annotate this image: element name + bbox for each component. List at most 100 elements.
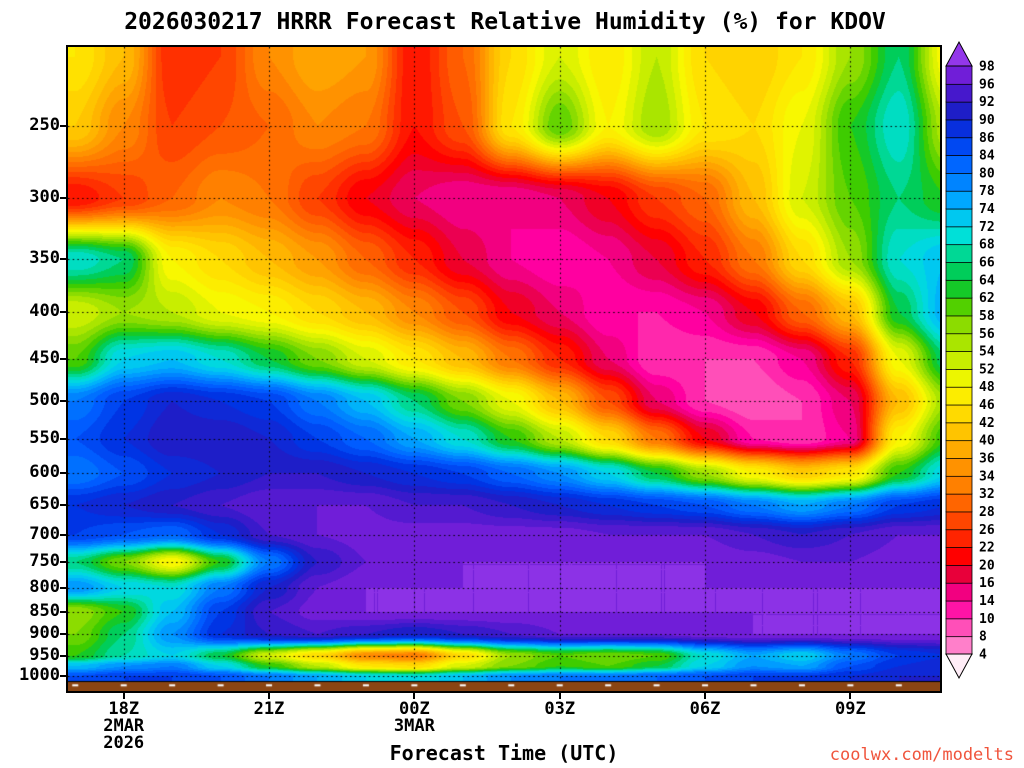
colorbar-segment (945, 368, 973, 388)
colorbar-segment (945, 386, 973, 406)
colorbar-segment (945, 119, 973, 139)
colorbar-segment (945, 600, 973, 620)
y-tick-label: 950 (29, 644, 60, 665)
colorbar-segment (945, 154, 973, 174)
x-axis-tick (704, 693, 707, 699)
y-axis-tick (60, 675, 66, 678)
colorbar-arrow-high (945, 40, 973, 67)
x-tick-label: 09Z (835, 699, 866, 719)
plot-frame (66, 45, 942, 693)
colorbar-label: 26 (979, 523, 995, 538)
x-axis-tick (122, 693, 125, 699)
colorbar-segment (945, 208, 973, 228)
colorbar-label: 66 (979, 256, 995, 271)
y-tick-label: 550 (29, 427, 60, 448)
y-tick-label: 600 (29, 462, 60, 483)
y-tick-label: 900 (29, 623, 60, 644)
colorbar-segment (945, 564, 973, 584)
y-axis-tick (60, 437, 66, 440)
y-axis-tick (60, 533, 66, 536)
colorbar-label: 92 (979, 95, 995, 110)
colorbar-label: 56 (979, 327, 995, 342)
x-tick-label: 00Z (399, 699, 430, 719)
colorbar-label: 4 (979, 648, 987, 663)
colorbar-label: 84 (979, 149, 995, 164)
colorbar-label: 8 (979, 630, 987, 645)
colorbar-segment (945, 332, 973, 352)
y-axis-tick (60, 633, 66, 636)
y-tick-label: 450 (29, 348, 60, 369)
y-axis-tick (60, 399, 66, 402)
colorbar-segment (945, 65, 973, 85)
colorbar-segment (945, 136, 973, 156)
y-tick-label: 500 (29, 389, 60, 410)
colorbar-label: 20 (979, 558, 995, 573)
colorbar-label: 86 (979, 131, 995, 146)
colorbar-segment (945, 172, 973, 192)
colorbar-label: 54 (979, 345, 995, 360)
rh-heatmap-canvas (68, 47, 940, 691)
colorbar-segment (945, 350, 973, 370)
colorbar-segment (945, 101, 973, 121)
y-tick-label: 800 (29, 576, 60, 597)
colorbar-label: 22 (979, 541, 995, 556)
colorbar-label: 68 (979, 238, 995, 253)
colorbar-label: 14 (979, 594, 995, 609)
y-axis-tick (60, 358, 66, 361)
colorbar-label: 40 (979, 434, 995, 449)
y-axis-tick (60, 472, 66, 475)
y-axis-tick (60, 311, 66, 314)
colorbar-label: 62 (979, 291, 995, 306)
y-tick-label: 750 (29, 550, 60, 571)
colorbar-segment (945, 493, 973, 513)
date-label: 2026 (103, 733, 145, 753)
colorbar-label: 34 (979, 469, 995, 484)
colorbar-segment (945, 511, 973, 531)
x-axis-tick (413, 693, 416, 699)
colorbar-segment (945, 617, 973, 638)
colorbar-segment (945, 404, 973, 424)
colorbar-arrow-low (945, 653, 973, 680)
y-axis-tick (60, 586, 66, 589)
colorbar-segment (945, 225, 973, 246)
colorbar-label: 80 (979, 166, 995, 181)
colorbar-label: 52 (979, 362, 995, 377)
date-label: 2MAR (103, 716, 145, 736)
y-axis-tick (60, 560, 66, 563)
colorbar-segment (945, 190, 973, 210)
date-label: 3MAR (393, 716, 435, 736)
x-axis-title: Forecast Time (UTC) (389, 741, 619, 765)
colorbar-segment (945, 261, 973, 281)
colorbar-label: 46 (979, 398, 995, 413)
x-tick-label: 21Z (253, 699, 285, 719)
colorbar-label: 10 (979, 612, 995, 627)
colorbar-segment (945, 279, 973, 299)
colorbar-label: 36 (979, 452, 995, 467)
chart-title: 2026030217 HRRR Forecast Relative Humidi… (124, 9, 886, 35)
colorbar-label: 28 (979, 505, 995, 520)
colorbar-segment (945, 243, 973, 263)
y-tick-label: 300 (29, 187, 60, 208)
colorbar-label: 72 (979, 220, 995, 235)
colorbar-label: 78 (979, 184, 995, 199)
y-axis-tick (60, 258, 66, 261)
colorbar-label: 16 (979, 576, 995, 591)
y-axis-tick (60, 197, 66, 200)
x-tick-label: 18Z (108, 699, 140, 719)
colorbar-label: 42 (979, 416, 995, 431)
x-tick-label: 06Z (689, 699, 721, 719)
colorbar-segment (945, 582, 973, 602)
colorbar-segment (945, 315, 973, 335)
y-tick-label: 650 (29, 494, 60, 515)
y-axis-tick (60, 610, 66, 613)
colorbar-label: 58 (979, 309, 995, 324)
y-tick-label: 850 (29, 600, 60, 621)
y-axis-tick (60, 504, 66, 507)
colorbar-segment (945, 475, 973, 495)
y-tick-label: 350 (29, 248, 60, 269)
y-axis-tick (60, 124, 66, 127)
colorbar-segment (945, 546, 973, 566)
y-axis-tick (60, 654, 66, 657)
x-tick-label: 03Z (544, 699, 576, 719)
